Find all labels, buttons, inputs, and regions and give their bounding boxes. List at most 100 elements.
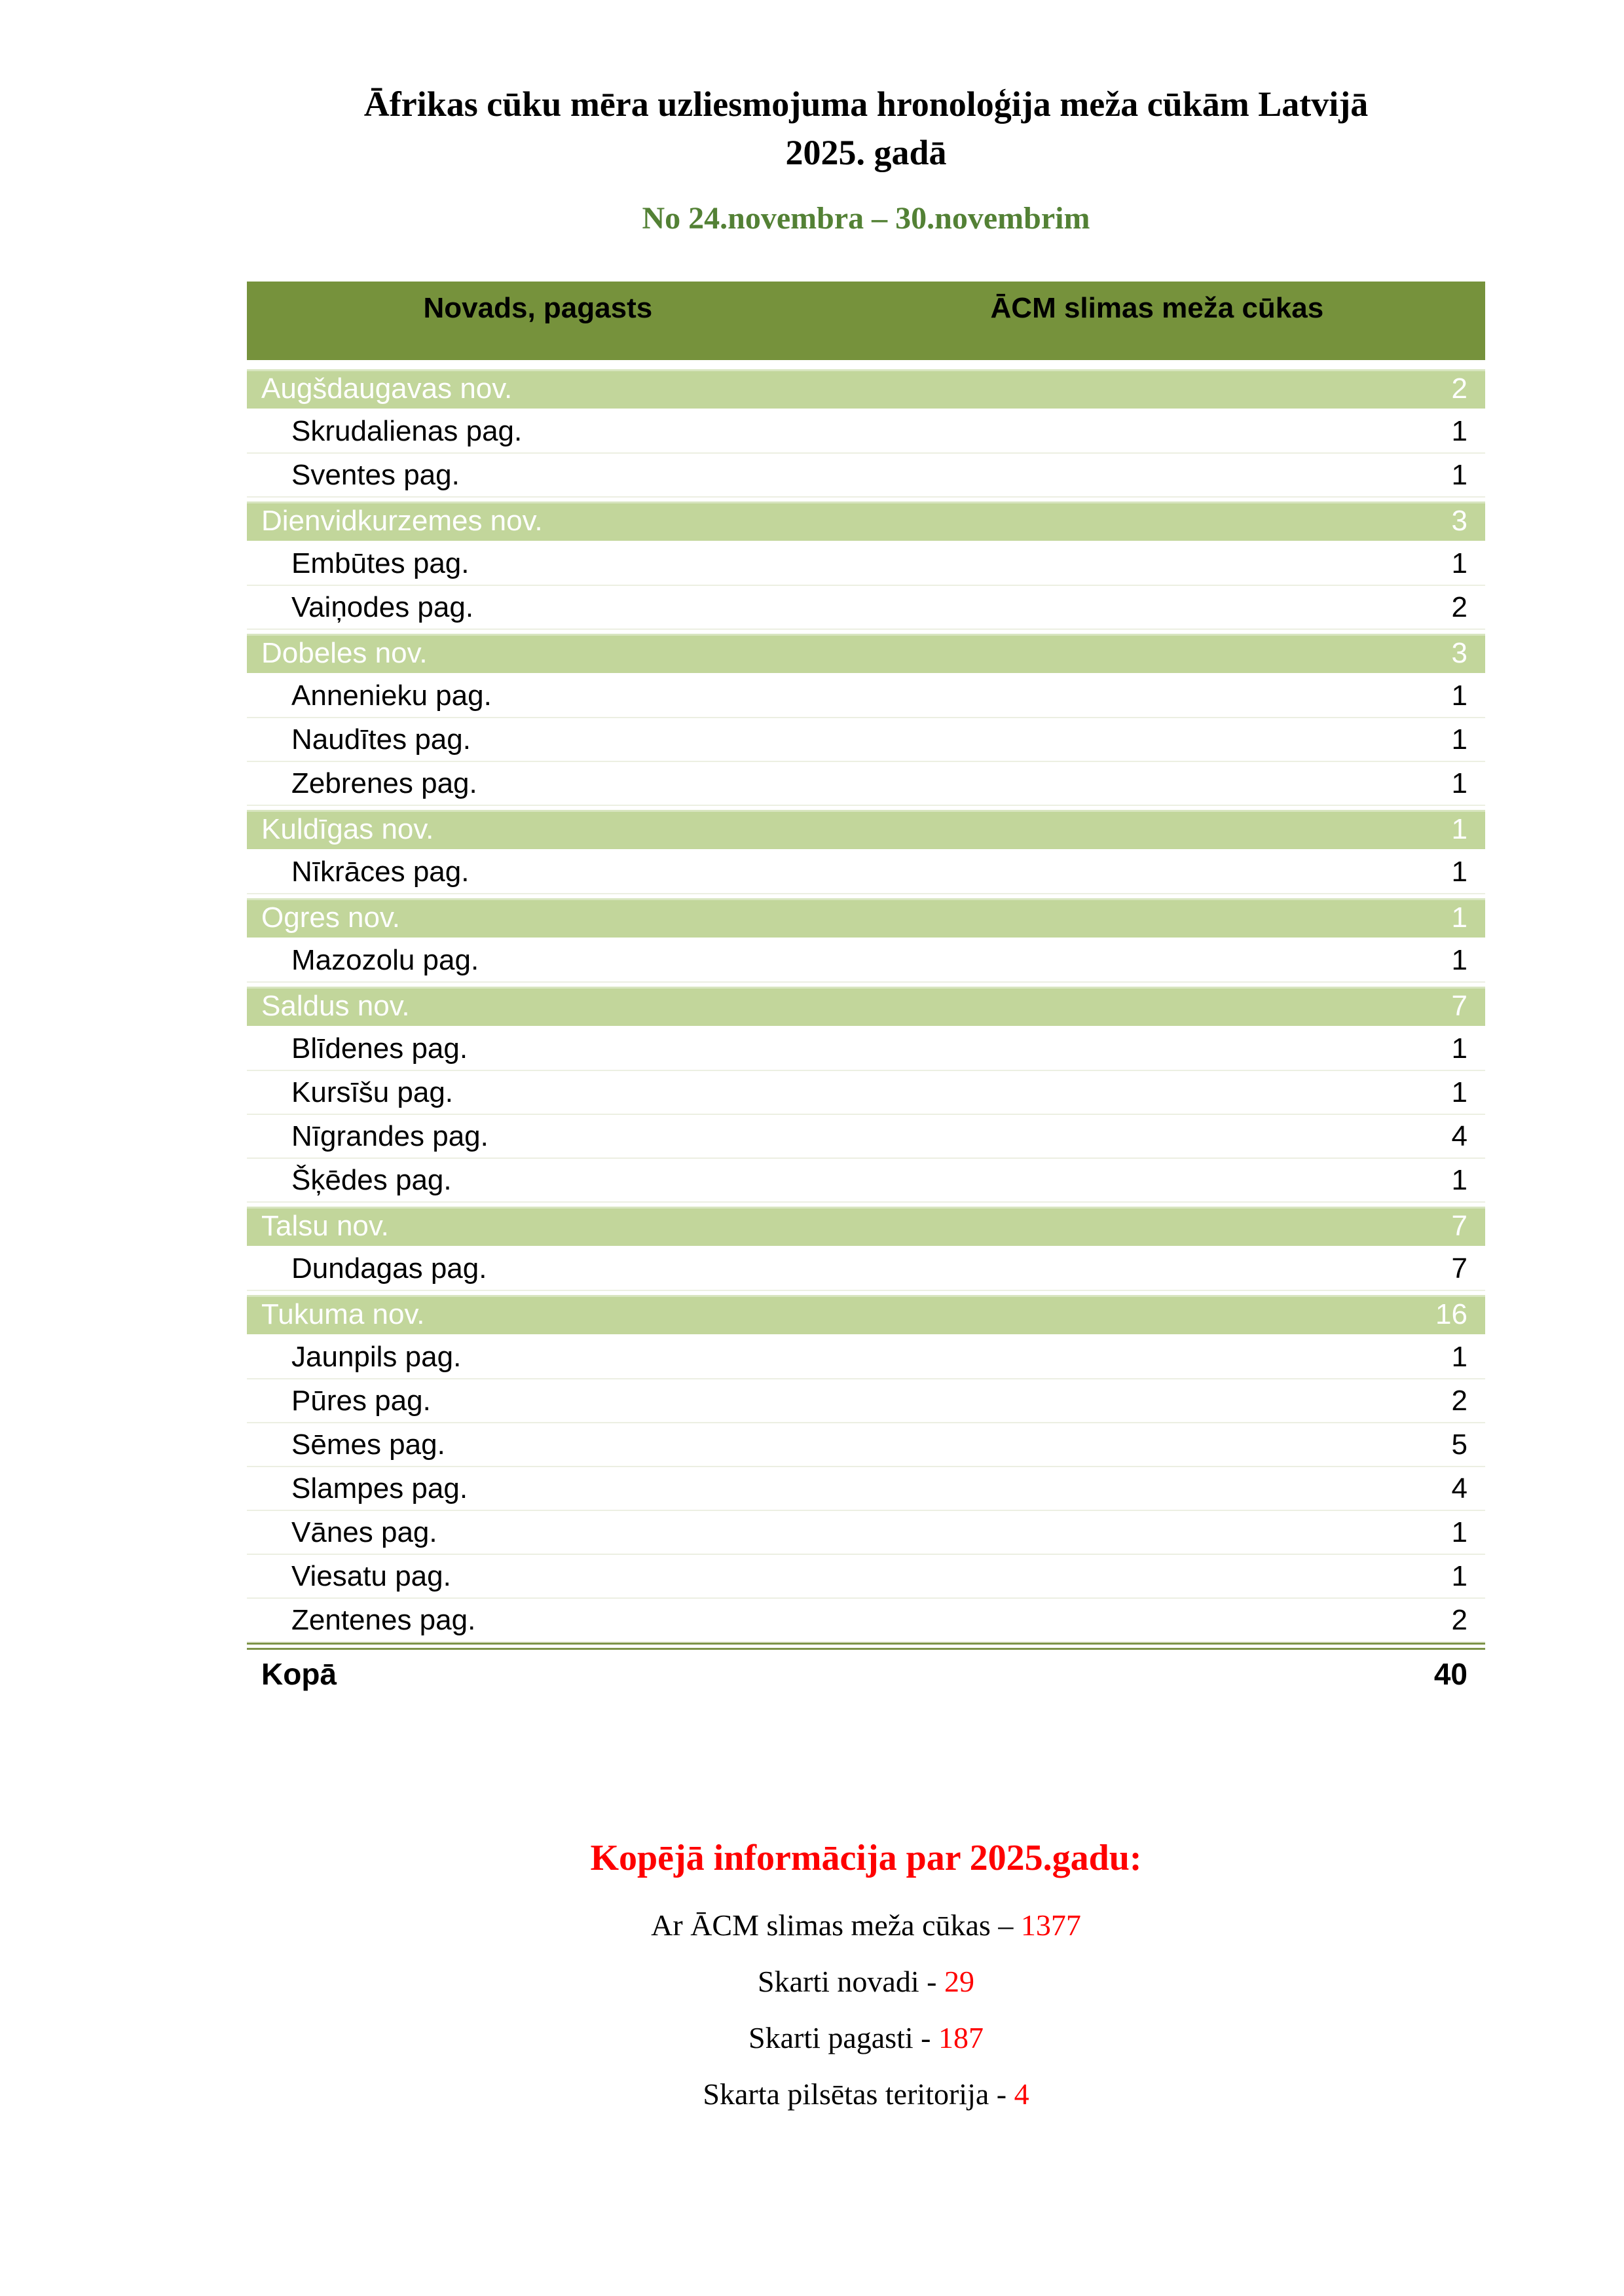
table-row-pagasts: Mazozolu pag. 1 <box>247 939 1485 983</box>
total-value: 40 <box>1433 1657 1467 1691</box>
summary-line: Skarta pilsētas teritorija - 4 <box>247 2066 1485 2123</box>
table-row-pagasts: Sēmes pag. 5 <box>247 1423 1485 1467</box>
table-total-divider <box>247 1643 1485 1650</box>
table-row-pagasts: Blīdenes pag. 1 <box>247 1027 1485 1071</box>
summary-line: Ar ĀCM slimas meža cūkas – 1377 <box>247 1897 1485 1954</box>
table-header-row: Novads, pagasts ĀCM slimas meža cūkas <box>247 282 1485 365</box>
row-value: 7 <box>1451 990 1467 1022</box>
row-value: 1 <box>1451 458 1467 491</box>
summary-line-value: 4 <box>1014 2077 1029 2111</box>
summary-line-label: Skarta pilsētas teritorija - <box>703 2077 1014 2111</box>
table-row-region: Saldus nov. 7 <box>247 983 1485 1027</box>
summary-line-value: 1377 <box>1020 1908 1081 1942</box>
row-value: 3 <box>1451 505 1467 537</box>
row-name: Dobeles nov. <box>261 637 428 669</box>
table-row-pagasts: Šķēdes pag. 1 <box>247 1159 1485 1203</box>
table-header-novads: Novads, pagasts <box>423 292 653 324</box>
table-row-region: Kuldīgas nov. 1 <box>247 806 1485 850</box>
table-row-pagasts: Naudītes pag. 1 <box>247 718 1485 762</box>
table-row-pagasts: Dundagas pag. 7 <box>247 1247 1485 1291</box>
row-name: Naudītes pag. <box>291 723 471 756</box>
row-name: Ogres nov. <box>261 902 400 934</box>
table-row-pagasts: Embūtes pag. 1 <box>247 542 1485 586</box>
row-name: Augšdaugavas nov. <box>261 373 513 405</box>
row-value: 1 <box>1451 1076 1467 1108</box>
table-row-pagasts: Pūres pag. 2 <box>247 1379 1485 1423</box>
row-name: Vānes pag. <box>291 1516 437 1548</box>
row-name: Zebrenes pag. <box>291 767 477 799</box>
row-name: Šķēdes pag. <box>291 1163 452 1196</box>
table-row-pagasts: Nīgrandes pag. 4 <box>247 1115 1485 1159</box>
row-name: Slampes pag. <box>291 1472 468 1504</box>
row-name: Saldus nov. <box>261 990 410 1022</box>
table-row-pagasts: Zebrenes pag. 1 <box>247 762 1485 806</box>
row-name: Nīgrandes pag. <box>291 1120 489 1152</box>
summary-lines: Ar ĀCM slimas meža cūkas – 1377 Skarti no… <box>247 1897 1485 2123</box>
table-row-region: Talsu nov. 7 <box>247 1203 1485 1247</box>
row-value: 2 <box>1451 591 1467 623</box>
table-row-region: Tukuma nov. 16 <box>247 1291 1485 1336</box>
summary-line: Skarti novadi - 29 <box>247 1954 1485 2010</box>
row-value: 1 <box>1451 547 1467 579</box>
row-value: 1 <box>1451 414 1467 447</box>
row-name: Viesatu pag. <box>291 1559 451 1592</box>
row-value: 3 <box>1451 637 1467 669</box>
summary-heading: Kopējā informācija par 2025.gadu: <box>590 1838 1142 1878</box>
total-label: Kopā <box>261 1657 337 1691</box>
row-name: Talsu nov. <box>261 1210 389 1242</box>
summary-line-label: Ar ĀCM slimas meža cūkas – <box>651 1908 1021 1942</box>
row-name: Dienvidkurzemes nov. <box>261 505 543 537</box>
table-row-pagasts: Vānes pag. 1 <box>247 1511 1485 1555</box>
row-value: 1 <box>1451 902 1467 934</box>
row-name: Nīkrāces pag. <box>291 855 470 888</box>
table-total-row: Kopā 40 <box>247 1650 1485 1698</box>
row-name: Vaiņodes pag. <box>291 591 474 623</box>
document-subtitle: No 24.novembra – 30.novembrim <box>642 201 1090 236</box>
table-row-pagasts: Kursīšu pag. 1 <box>247 1071 1485 1115</box>
table-header-acm: ĀCM slimas meža cūkas <box>990 292 1324 324</box>
row-value: 1 <box>1451 1032 1467 1065</box>
table-row-pagasts: Annenieku pag. 1 <box>247 674 1485 718</box>
row-value: 1 <box>1451 679 1467 712</box>
summary-line: Skarti pagasti - 187 <box>247 2010 1485 2066</box>
row-value: 5 <box>1451 1428 1467 1461</box>
row-value: 1 <box>1451 1516 1467 1548</box>
row-value: 1 <box>1451 767 1467 799</box>
table-body: Augšdaugavas nov. 2 Skrudalienas pag. 1 Sven… <box>247 365 1485 1643</box>
row-name: Blīdenes pag. <box>291 1032 468 1065</box>
row-value: 1 <box>1451 1559 1467 1592</box>
row-name: Dundagas pag. <box>291 1252 487 1285</box>
row-name: Skrudalienas pag. <box>291 414 523 447</box>
summary-line-label: Skarti novadi - <box>758 1965 944 1998</box>
row-value: 2 <box>1451 373 1467 405</box>
table-row-pagasts: Slampes pag. 4 <box>247 1467 1485 1511</box>
table-row-pagasts: Jaunpils pag. 1 <box>247 1336 1485 1379</box>
document-title-line2: 2025. gadā <box>785 133 947 172</box>
table-row-pagasts: Nīkrāces pag. 1 <box>247 850 1485 894</box>
table-row-region: Augšdaugavas nov. 2 <box>247 365 1485 410</box>
row-name: Annenieku pag. <box>291 679 492 712</box>
row-name: Kuldīgas nov. <box>261 813 434 845</box>
table-row-pagasts: Sventes pag. 1 <box>247 454 1485 498</box>
table-row-region: Dienvidkurzemes nov. 3 <box>247 498 1485 542</box>
row-value: 16 <box>1435 1298 1467 1330</box>
table-row-pagasts: Zentenes pag. 2 <box>247 1599 1485 1643</box>
table-row-pagasts: Skrudalienas pag. 1 <box>247 410 1485 454</box>
table-row-pagasts: Vaiņodes pag. 2 <box>247 586 1485 630</box>
document-title: Āfrikas cūku mēra uzliesmojuma hronoloģi… <box>247 80 1485 177</box>
row-value: 4 <box>1451 1120 1467 1152</box>
table-row-pagasts: Viesatu pag. 1 <box>247 1555 1485 1599</box>
row-value: 2 <box>1451 1384 1467 1417</box>
document-title-line1: Āfrikas cūku mēra uzliesmojuma hronoloģi… <box>363 84 1369 124</box>
row-value: 1 <box>1451 1340 1467 1373</box>
table-row-region: Dobeles nov. 3 <box>247 630 1485 674</box>
row-name: Kursīšu pag. <box>291 1076 454 1108</box>
summary-line-value: 187 <box>938 2021 984 2054</box>
row-name: Sventes pag. <box>291 458 460 491</box>
acm-outbreak-table: Novads, pagasts ĀCM slimas meža cūkas Au… <box>247 282 1485 1698</box>
row-value: 7 <box>1451 1210 1467 1242</box>
row-name: Zentenes pag. <box>291 1603 476 1636</box>
row-value: 2 <box>1451 1603 1467 1636</box>
row-value: 1 <box>1451 813 1467 845</box>
row-name: Embūtes pag. <box>291 547 470 579</box>
